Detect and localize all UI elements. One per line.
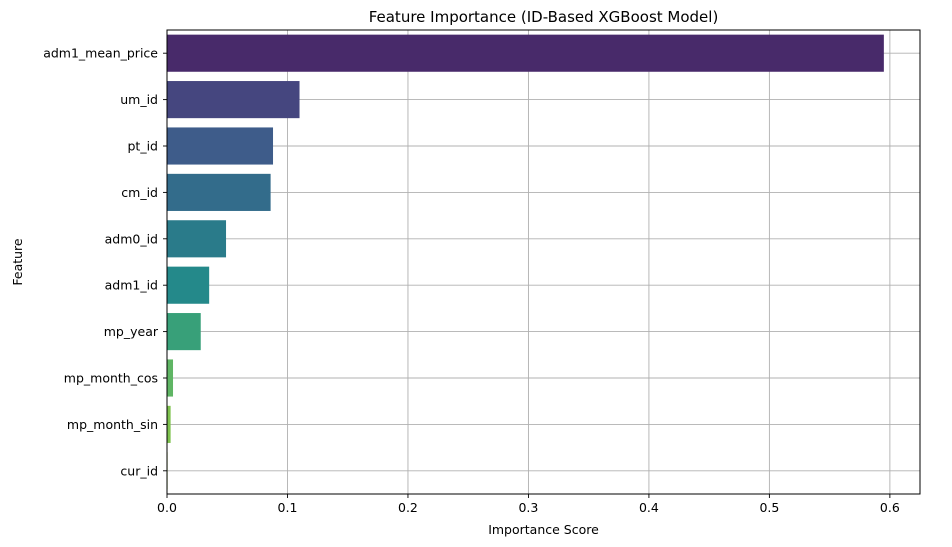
bar-mp_year (167, 313, 201, 351)
bars (167, 34, 884, 490)
x-tick-label: 0.5 (759, 500, 779, 515)
y-axis-label: Feature (10, 238, 25, 286)
y-tick-label: mp_month_cos (64, 371, 158, 386)
x-tick-label: 0.3 (518, 500, 538, 515)
y-tick-label: adm0_id (105, 231, 158, 246)
x-tick-label: 0.1 (278, 500, 298, 515)
bar-adm1_id (167, 266, 210, 304)
x-axis-label: Importance Score (488, 522, 599, 537)
x-tick-label: 0.2 (398, 500, 418, 515)
bar-cm_id (167, 173, 271, 211)
bar-adm0_id (167, 220, 227, 258)
y-tick-label: mp_year (104, 324, 159, 339)
plot-frame (166, 29, 921, 495)
x-axis-ticks: 0.0 0.1 0.2 0.3 0.4 0.5 0.6 (157, 494, 900, 515)
bar-adm1_mean_price (167, 34, 884, 72)
y-tick-label: cur_id (120, 463, 158, 478)
bar-mp_month_cos (167, 359, 174, 397)
chart-title: Feature Importance (ID-Based XGBoost Mod… (369, 8, 719, 26)
y-tick-label: cm_id (121, 185, 158, 200)
x-tick-label: 0.0 (157, 500, 177, 515)
x-tick-label: 0.4 (639, 500, 659, 515)
x-tick-label: 0.6 (880, 500, 900, 515)
y-tick-label: um_id (120, 92, 158, 107)
bar-mp_month_sin (167, 405, 171, 443)
y-tick-label: adm1_id (105, 278, 158, 293)
y-axis-ticks: adm1_mean_price um_id pt_id cm_id adm0_idadm… (43, 46, 167, 478)
bar-pt_id (167, 127, 274, 165)
y-tick-label: mp_month_sin (67, 417, 158, 432)
y-tick-label: adm1_mean_price (43, 46, 158, 61)
bar-um_id (167, 81, 300, 119)
y-tick-label: pt_id (128, 139, 159, 154)
